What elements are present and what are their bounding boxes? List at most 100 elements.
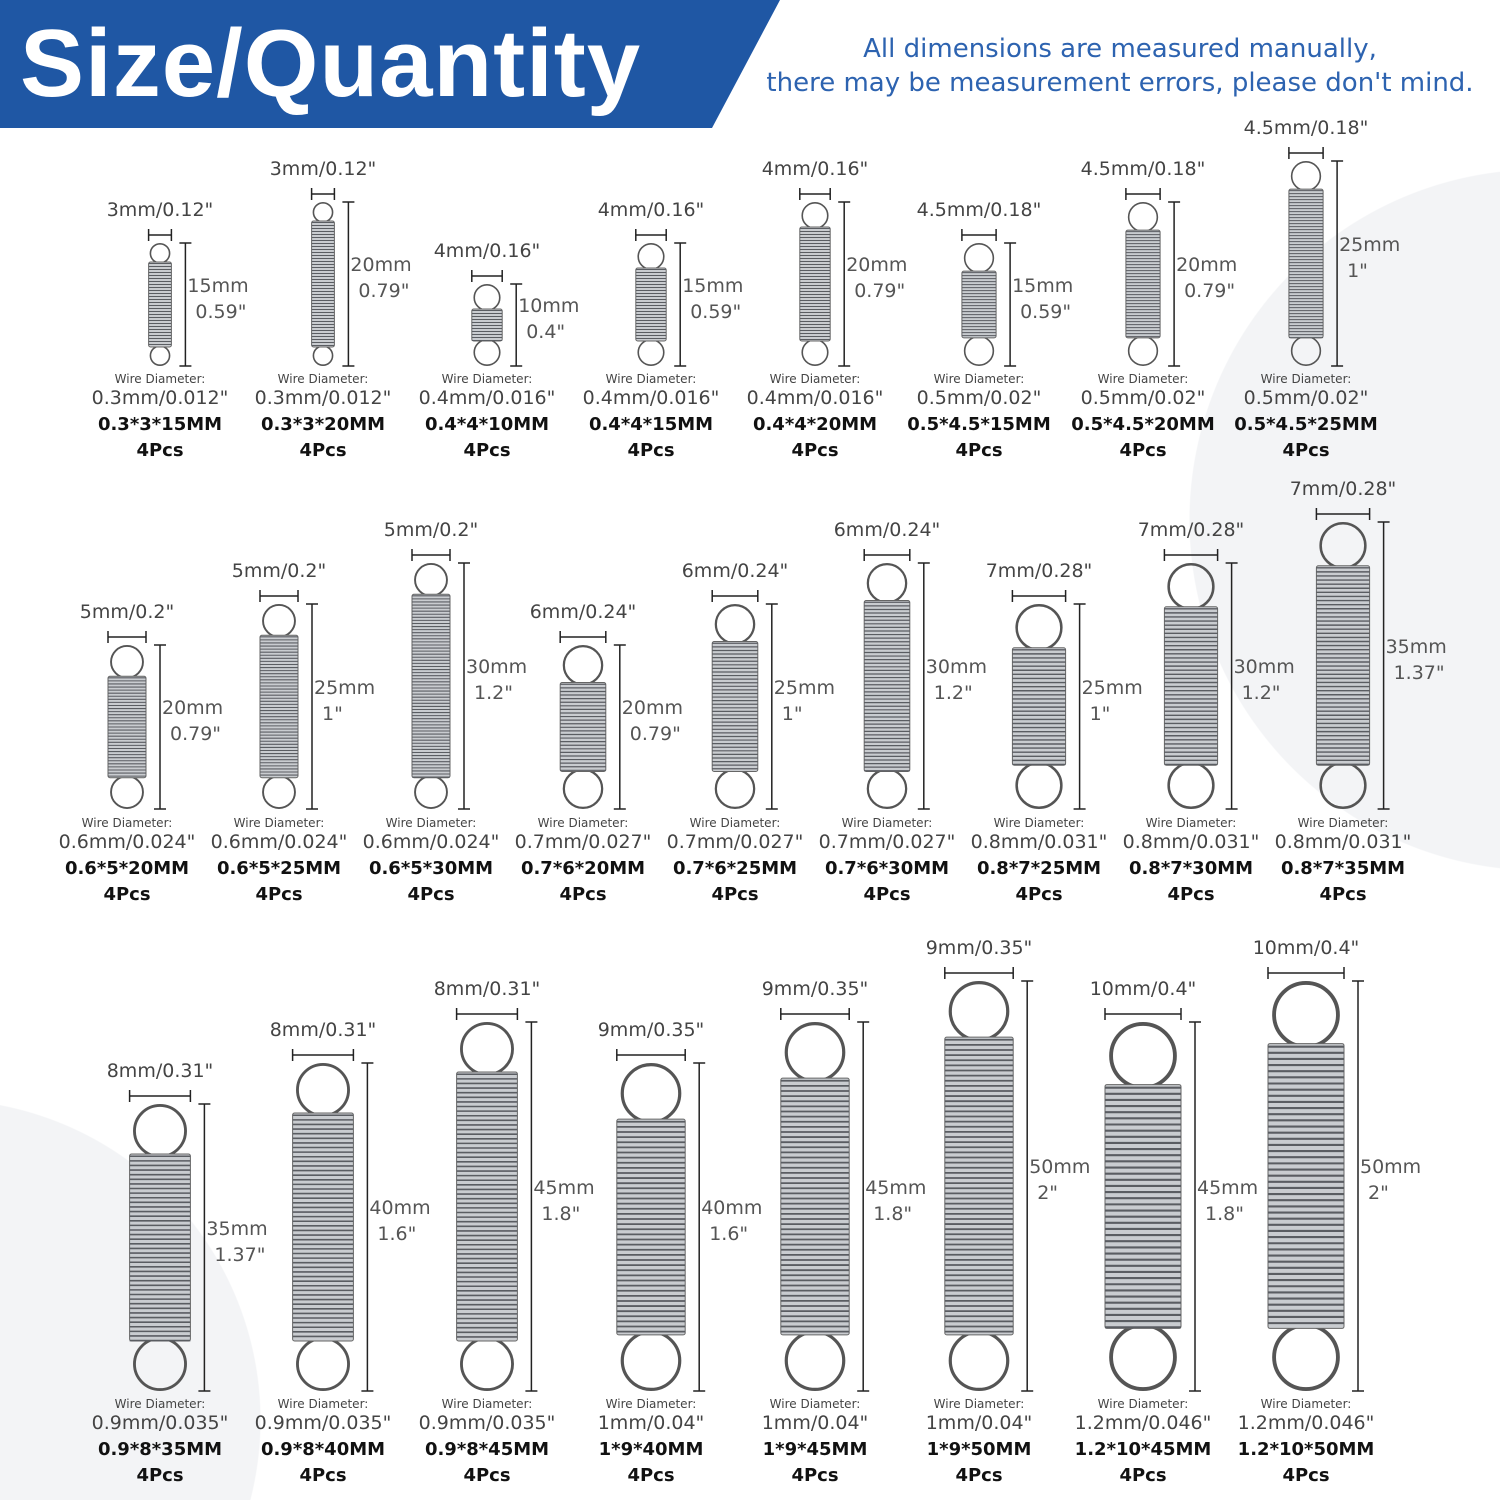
wire-diameter-caption: Wire Diameter:: [1145, 816, 1237, 830]
outer-diameter-label: 8mm/0.31": [433, 978, 541, 1000]
spring-model: 0.3*3*15MM: [97, 414, 223, 435]
wire-diameter-value: 0.4mm/0.016": [418, 387, 556, 409]
wire-diameter-value: 0.8mm/0.031": [1274, 831, 1412, 853]
spring-model: 0.3*3*20MM: [260, 414, 386, 435]
wire-diameter-value: 0.7mm/0.027": [666, 831, 804, 853]
spring-top-loop: [637, 242, 665, 271]
spring-top-loop: [1109, 1021, 1177, 1090]
outer-diameter-label: 4.5mm/0.18": [1080, 158, 1206, 180]
spring-bottom-loop: [262, 775, 296, 809]
spring-model: 0.7*6*30MM: [824, 858, 950, 879]
spring-bottom-loop: [296, 1337, 350, 1392]
length-inch-label: 1": [1347, 259, 1368, 282]
length-mm-label: 40mm: [369, 1197, 431, 1219]
spring-coil-body: [635, 267, 667, 342]
outer-diameter-label: 8mm/0.31": [106, 1060, 214, 1082]
length-inch-label: 1.37": [214, 1243, 266, 1266]
outer-diameter-label: 6mm/0.24": [681, 560, 789, 582]
wire-diameter-caption: Wire Diameter:: [605, 372, 697, 386]
spring-drawing: [259, 590, 318, 810]
spring-bottom-loop: [866, 768, 908, 810]
spring-drawing: [471, 270, 523, 367]
wire-diameter-value: 0.4mm/0.016": [582, 387, 720, 409]
length-inch-label: 1": [1089, 702, 1111, 725]
spring-model: 1.2*10*45MM: [1074, 1439, 1212, 1460]
spring-coil-body: [799, 226, 831, 342]
length-inch-label: 1": [781, 702, 803, 725]
spring-quantity: 4Pcs: [1319, 884, 1367, 905]
wire-diameter-caption: Wire Diameter:: [1260, 372, 1352, 386]
spring-bottom-loop: [473, 338, 501, 367]
length-inch-label: 1.2": [1241, 682, 1281, 704]
length-inch-label: 1.8": [873, 1202, 913, 1225]
spring-bottom-loop: [562, 768, 604, 810]
spring-top-loop: [262, 603, 296, 638]
length-mm-label: 10mm: [518, 295, 580, 317]
spring-bottom-loop: [620, 1330, 682, 1391]
spring-top-loop: [948, 980, 1010, 1042]
wire-diameter-value: 0.5mm/0.02": [1243, 387, 1369, 409]
spring-bottom-loop: [963, 335, 995, 366]
spring-drawing: [1267, 967, 1364, 1392]
spring-quantity: 4Pcs: [463, 440, 511, 461]
spring-coil-body: [1104, 1084, 1182, 1329]
spring-quantity: 4Pcs: [255, 884, 303, 905]
spring-bottom-loop: [714, 768, 756, 810]
spring-model: 0.8*7*30MM: [1128, 858, 1254, 879]
spring-top-loop: [801, 201, 829, 230]
spring-model: 1*9*45MM: [762, 1439, 868, 1460]
outer-diameter-label: 7mm/0.28": [1137, 519, 1245, 541]
spring-bottom-loop: [637, 338, 665, 367]
spring-coil-body: [616, 1118, 686, 1336]
length-mm-label: 20mm: [621, 697, 683, 719]
length-inch-label: 0.79": [170, 723, 222, 745]
outer-diameter-label: 4mm/0.16": [597, 199, 705, 221]
wire-diameter-caption: Wire Diameter:: [277, 1397, 369, 1411]
outer-diameter-label: 3mm/0.12": [269, 158, 377, 180]
wire-diameter-caption: Wire Diameter:: [537, 816, 629, 830]
spring-top-loop: [1319, 522, 1367, 570]
outer-diameter-label: 4.5mm/0.18": [916, 199, 1042, 221]
spring-model: 0.4*4*15MM: [588, 414, 714, 435]
spring-drawing: [1125, 188, 1181, 367]
spring-quantity: 4Pcs: [1282, 440, 1330, 461]
spring-model: 0.5*4.5*25MM: [1234, 414, 1378, 435]
spring-top-loop: [562, 644, 604, 686]
spring-drawing: [455, 1008, 538, 1392]
spring-bottom-loop: [1272, 1323, 1340, 1391]
spring-top-loop: [110, 644, 144, 679]
length-mm-label: 25mm: [314, 676, 376, 699]
spring-top-loop: [1127, 202, 1159, 233]
wire-diameter-value: 0.3mm/0.012": [254, 387, 392, 409]
spring-model: 0.8*7*25MM: [976, 858, 1102, 879]
length-inch-label: 0.59": [195, 300, 247, 323]
wire-diameter-value: 0.8mm/0.031": [1122, 831, 1260, 853]
spring-coil-body: [411, 593, 451, 779]
spring-top-loop: [1167, 563, 1215, 611]
spring-quantity: 4Pcs: [136, 1465, 184, 1486]
spring-model: 0.7*6*25MM: [672, 858, 798, 879]
spring-quantity: 4Pcs: [1282, 1465, 1330, 1486]
length-mm-label: 45mm: [865, 1176, 927, 1199]
length-inch-label: 1.8": [541, 1202, 581, 1225]
length-mm-label: 30mm: [466, 656, 528, 678]
wire-diameter-value: 1mm/0.04": [597, 1412, 705, 1434]
spring-bottom-loop: [312, 345, 334, 367]
length-inch-label: 0.79": [358, 280, 410, 302]
wire-diameter-caption: Wire Diameter:: [441, 1397, 533, 1411]
outer-diameter-label: 8mm/0.31": [269, 1019, 377, 1041]
spring-bottom-loop: [149, 345, 171, 367]
spring-drawing: [1315, 508, 1390, 810]
length-mm-label: 25mm: [773, 676, 835, 699]
spring-quantity: 4Pcs: [1119, 1465, 1167, 1486]
length-mm-label: 30mm: [925, 656, 987, 678]
spring-bottom-loop: [1319, 761, 1367, 809]
spring-model: 1.2*10*50MM: [1237, 1439, 1375, 1460]
spring-quantity: 4Pcs: [955, 440, 1003, 461]
spring-bottom-loop: [801, 338, 829, 367]
length-mm-label: 25mm: [1081, 676, 1143, 699]
spring-drawing: [310, 188, 355, 367]
wire-diameter-value: 0.9mm/0.035": [254, 1412, 392, 1434]
length-mm-label: 45mm: [533, 1176, 595, 1199]
wire-diameter-value: 0.5mm/0.02": [916, 387, 1042, 409]
